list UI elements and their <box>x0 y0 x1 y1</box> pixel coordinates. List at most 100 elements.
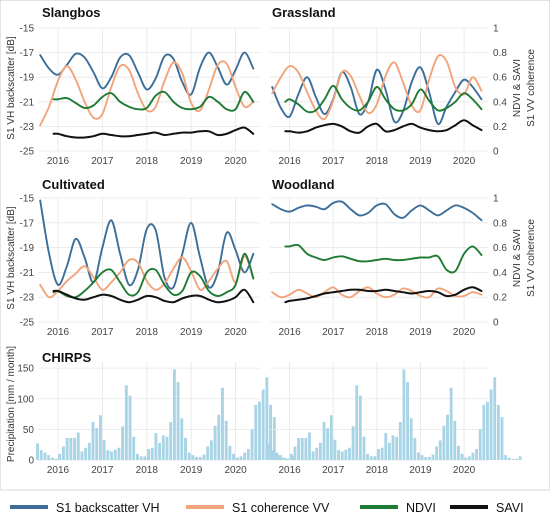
panel-slangbos-series-s1-backscatter-vh <box>39 51 255 96</box>
panel-chirps-right-precip-bar <box>380 447 384 460</box>
legend-label-coherence: S1 coherence VV <box>232 501 330 515</box>
panel-cultivated-ytick-label: -25 <box>20 318 35 329</box>
panel-chirps-left-precip-bar <box>250 429 254 461</box>
panel-slangbos-series-s1-coherence-vv <box>39 60 255 127</box>
panel-cultivated-xtick-label: 2016 <box>47 327 70 338</box>
panel-chirps-right-precip-bar <box>318 442 322 460</box>
panel-grassland-y2tick-label: 0.8 <box>493 48 507 59</box>
panel-woodland-xtick-label: 2017 <box>322 327 345 338</box>
panel-chirps-left-precip-bar <box>128 395 132 460</box>
panel-chirps-right-precip-bar <box>402 369 406 460</box>
panel-chirps-left-precip-bar <box>76 432 80 460</box>
panel-chirps-left-precip-bar <box>235 457 239 460</box>
panel-chirps-right-precip-bar <box>446 414 449 460</box>
panel-cultivated-xtick-label: 2017 <box>91 327 114 338</box>
panel-chirps-right-precip-bar <box>453 420 457 460</box>
panel-chirps-left-xtick-label: 2016 <box>47 465 70 476</box>
panel-slangbos-ytick-label: -15 <box>20 24 35 35</box>
legend-swatch-coherence <box>186 505 224 509</box>
panel-slangbos-xtick-label: 2019 <box>180 156 203 167</box>
panel-chirps-right-precip-bar <box>475 448 478 460</box>
panel-chirps-left-ytick-label: 50 <box>23 425 35 436</box>
legend: S1 backscatter VH S1 coherence VV NDVI S… <box>0 489 550 524</box>
panel-cultivated-ytick-label: -15 <box>20 194 35 205</box>
panel-chirps-right-precip-bar <box>489 389 493 460</box>
panel-woodland-series-savi <box>284 286 483 304</box>
panel-chirps-left-precip-bar <box>132 436 136 460</box>
panel-chirps-right-precip-bar <box>413 437 417 460</box>
panel-chirps-right-precip-bar <box>391 435 395 460</box>
panel-chirps-left-precip-bar <box>172 369 176 460</box>
panel-chirps-left-precip-bar <box>246 448 250 460</box>
panel-chirps-right-precip-bar <box>500 417 504 461</box>
panel-chirps-left-precip-bar <box>169 422 173 460</box>
panel-chirps-right-precip-bar <box>486 401 489 460</box>
panel-chirps-right-precip-bar <box>351 426 355 460</box>
panel-chirps-left-precip-bar <box>191 455 195 460</box>
panel-chirps-left-precip-bar <box>91 422 95 460</box>
legend-swatch-ndvi <box>360 505 398 509</box>
panel-chirps-left-precip-bar <box>154 433 158 460</box>
panel-chirps-right-precip-bar <box>297 437 301 460</box>
panel-chirps-left-precip-bar <box>261 389 265 460</box>
panel-chirps-left-precip-bar <box>58 453 62 461</box>
panel-grassland-xtick-label: 2016 <box>278 156 301 167</box>
panel-cultivated-ytick-label: -19 <box>20 243 35 254</box>
panel-chirps-left-precip-bar <box>228 445 232 460</box>
panel-chirps-left-precip-bar <box>50 457 54 460</box>
panel-chirps-left-precip-bar <box>184 437 187 460</box>
panel-slangbos-series-ndvi <box>52 90 255 112</box>
panel-woodland-y2tick-label: 0 <box>493 318 499 329</box>
panel-chirps-right-precip-bar <box>482 404 486 461</box>
panel-grassland-series-ndvi <box>284 84 483 114</box>
panel-chirps-left-xtick-label: 2020 <box>224 465 247 476</box>
panel-chirps-right-precip-bar <box>293 446 297 460</box>
panel-chirps-right-precip-bar <box>369 456 373 460</box>
panel-chirps-right-precip-bar <box>333 439 337 460</box>
panel-slangbos-ytick-label: -17 <box>20 48 35 59</box>
panel-grassland-xtick-label: 2020 <box>453 156 476 167</box>
panel-chirps-left-precip-bar <box>102 439 106 460</box>
legend-swatch-savi <box>450 505 488 509</box>
panel-chirps-left-precip-bar <box>221 387 224 460</box>
panel-grassland-series-s1-backscatter-vh <box>271 66 483 126</box>
panel-chirps-left-precip-bar <box>254 404 258 461</box>
panel-chirps-left-precip-bar <box>43 452 47 460</box>
panel-title-cultivated: Cultivated <box>42 177 105 192</box>
panel-chirps-right-precip-bar <box>435 446 439 460</box>
panel-grassland-xtick-label: 2017 <box>322 156 345 167</box>
panel-chirps-left-precip-bar <box>62 446 65 460</box>
panel-chirps-right-xtick-label: 2016 <box>278 465 301 476</box>
panel-chirps-left-precip-bar <box>80 451 84 460</box>
panel-chirps-right-precip-bar <box>377 448 380 460</box>
panel-chirps-left-precip-bar <box>36 443 39 460</box>
panel-chirps-right-precip-bar <box>304 437 308 460</box>
legend-label-backscatter: S1 backscatter VH <box>56 501 160 515</box>
panel-chirps-right-precip-bar <box>515 458 518 460</box>
panel-chirps-left-precip-bar <box>265 377 269 460</box>
panel-woodland-xtick-label: 2019 <box>409 327 432 338</box>
panel-grassland-xtick-label: 2018 <box>366 156 389 167</box>
legend-label-savi: SAVI <box>496 501 524 515</box>
panel-chirps-left-precip-bar <box>195 456 199 460</box>
panel-chirps-right-precip-bar <box>340 451 344 460</box>
legend-label-ndvi: NDVI <box>406 501 436 515</box>
panel-chirps-right-precip-bar <box>493 377 497 460</box>
panel-chirps-left-precip-bar <box>54 458 58 460</box>
panel-chirps-right-precip-bar <box>464 457 468 460</box>
panel-chirps-right-precip-bar <box>268 443 271 460</box>
panel-chirps-right-precip-bar <box>362 436 366 460</box>
panel-chirps-left-precip-bar <box>147 448 150 460</box>
panel-chirps-left-precip-bar <box>135 453 139 461</box>
ylabel-coherence-top: S1 VV coherence <box>526 49 537 127</box>
panel-chirps-right-precip-bar <box>289 453 293 461</box>
panel-chirps-left-ytick-label: 100 <box>17 394 34 405</box>
panel-cultivated-series-savi <box>52 288 255 304</box>
panel-chirps-left-precip-bar <box>209 440 213 460</box>
panel-chirps-left-ytick-label: 150 <box>17 364 34 375</box>
panel-chirps-right-precip-bar <box>420 455 424 460</box>
panel-woodland-y2tick-label: 1 <box>493 194 499 205</box>
panel-chirps-right-precip-bar <box>395 436 399 460</box>
panel-cultivated-xtick-label: 2019 <box>180 327 203 338</box>
panel-chirps-left-precip-bar <box>269 404 272 461</box>
